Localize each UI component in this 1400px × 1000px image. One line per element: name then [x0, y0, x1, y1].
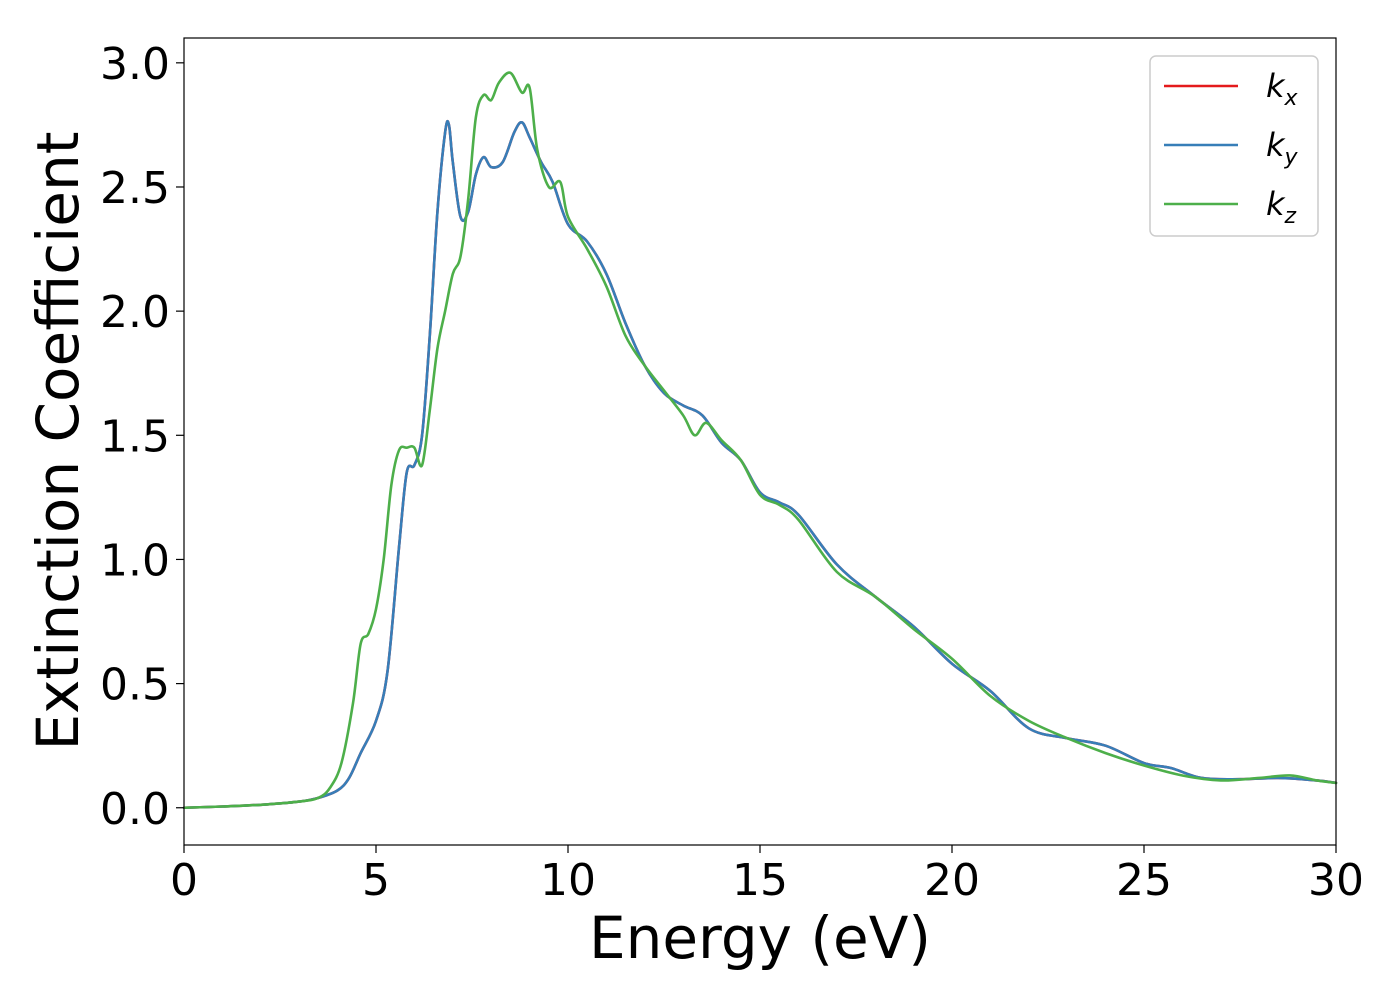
- y-tick-label: 3.0: [100, 39, 170, 90]
- x-tick-label: 20: [924, 855, 980, 906]
- series-line-kz: [182, 71, 1338, 810]
- y-tick-label: 2.0: [100, 287, 170, 338]
- y-axis-ticks: 0.0 0.5 1.0 1.5 2.0 2.5 3.0: [100, 39, 184, 835]
- x-tick-label: 30: [1308, 855, 1364, 906]
- y-axis-title: Extinction Coefficient: [24, 132, 92, 751]
- y-tick-label: 1.0: [100, 535, 170, 586]
- y-tick-label: 0.0: [100, 784, 170, 835]
- x-tick-label: 15: [732, 855, 788, 906]
- series-layer: [182, 71, 1338, 810]
- x-tick-label: 5: [362, 855, 390, 906]
- x-axis-ticks: 0 5 10 15 20 25 30: [170, 845, 1364, 906]
- x-axis-title: Energy (eV): [589, 904, 931, 972]
- y-tick-label: 1.5: [100, 411, 170, 462]
- y-tick-label: 2.5: [100, 163, 170, 214]
- x-tick-label: 0: [170, 855, 198, 906]
- y-tick-label: 0.5: [100, 660, 170, 711]
- x-tick-label: 10: [540, 855, 596, 906]
- x-tick-label: 25: [1116, 855, 1172, 906]
